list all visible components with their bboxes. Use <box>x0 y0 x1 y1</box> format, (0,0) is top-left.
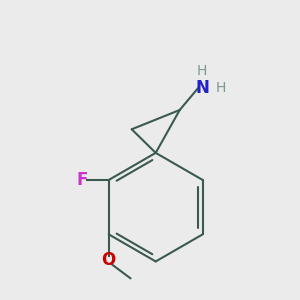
Text: N: N <box>195 79 209 97</box>
Text: H: H <box>197 64 207 78</box>
Text: O: O <box>102 251 116 269</box>
Text: H: H <box>216 81 226 95</box>
Text: F: F <box>76 171 88 189</box>
